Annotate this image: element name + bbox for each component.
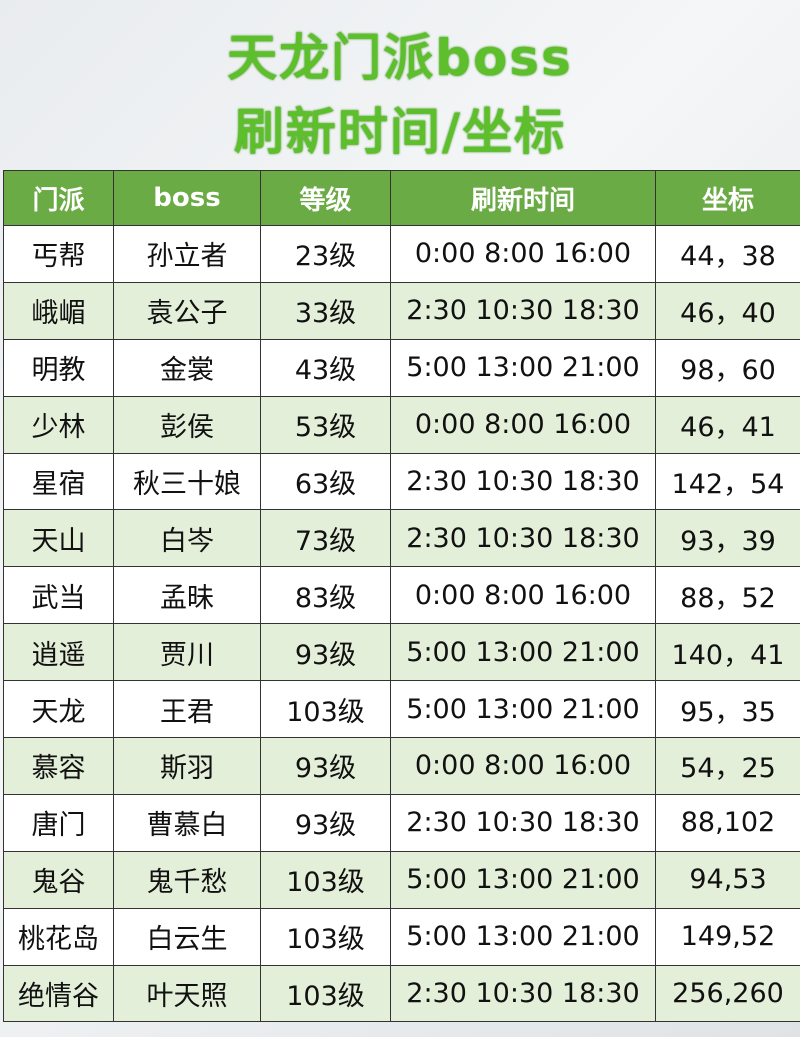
cell-refresh-time: 2:30 10:30 18:30	[390, 793, 656, 852]
cell-coordinates: 93，39	[655, 509, 800, 568]
header-boss: boss	[113, 170, 261, 226]
cell-sect: 星宿	[3, 452, 114, 511]
cell-boss: 金裳	[113, 338, 261, 397]
cell-boss: 白云生	[113, 907, 261, 966]
cell-level: 23级	[260, 225, 391, 283]
cell-sect: 绝情谷	[3, 964, 114, 1023]
cell-boss: 贾川	[113, 623, 261, 682]
table-row: 慕容 斯羽 93级 0:00 8:00 16:00 54，25	[3, 737, 800, 795]
title-line-2: 刷新时间/坐标	[233, 103, 567, 161]
cell-coordinates: 142，54	[655, 452, 800, 511]
cell-level: 103级	[260, 907, 391, 966]
cell-boss: 曹慕白	[113, 793, 261, 852]
cell-sect: 唐门	[3, 793, 114, 852]
cell-sect: 丐帮	[3, 225, 114, 283]
table-row: 唐门 曹慕白 93级 2:30 10:30 18:30 88,102	[3, 793, 800, 852]
cell-refresh-time: 0:00 8:00 16:00	[390, 395, 656, 454]
header-coordinates: 坐标	[655, 170, 800, 226]
cell-level: 93级	[260, 793, 391, 852]
cell-sect: 峨嵋	[3, 281, 114, 340]
cell-coordinates: 46，41	[655, 395, 800, 454]
cell-coordinates: 149,52	[655, 907, 800, 966]
cell-refresh-time: 2:30 10:30 18:30	[390, 964, 656, 1023]
cell-coordinates: 140，41	[655, 623, 800, 682]
cell-refresh-time: 5:00 13:00 21:00	[390, 907, 656, 966]
cell-level: 103级	[260, 680, 391, 739]
boss-table: 门派 boss 等级 刷新时间 坐标 丐帮 孙立者 23级 0:00 8:00 16:00 44…	[3, 170, 800, 1023]
cell-sect: 少林	[3, 395, 114, 454]
cell-boss: 斯羽	[113, 737, 261, 795]
cell-refresh-time: 5:00 13:00 21:00	[390, 680, 656, 739]
cell-coordinates: 95，35	[655, 680, 800, 739]
cell-boss: 王君	[113, 680, 261, 739]
cell-boss: 彭侯	[113, 395, 261, 454]
table-row: 少林 彭侯 53级 0:00 8:00 16:00 46，41	[3, 395, 800, 454]
cell-refresh-time: 2:30 10:30 18:30	[390, 281, 656, 340]
cell-sect: 逍遥	[3, 623, 114, 682]
cell-refresh-time: 0:00 8:00 16:00	[390, 566, 656, 625]
table-row: 鬼谷 鬼千愁 103级 5:00 13:00 21:00 94,53	[3, 850, 800, 909]
table-row: 天山 白岑 73级 2:30 10:30 18:30 93，39	[3, 509, 800, 568]
cell-boss: 叶天照	[113, 964, 261, 1023]
table-row: 天龙 王君 103级 5:00 13:00 21:00 95，35	[3, 680, 800, 739]
cell-boss: 孙立者	[113, 225, 261, 283]
cell-sect: 桃花岛	[3, 907, 114, 966]
table-row: 丐帮 孙立者 23级 0:00 8:00 16:00 44，38	[3, 225, 800, 283]
cell-level: 93级	[260, 737, 391, 795]
cell-coordinates: 98，60	[655, 338, 800, 397]
header-level: 等级	[260, 170, 391, 226]
cell-coordinates: 88,102	[655, 793, 800, 852]
cell-sect: 明教	[3, 338, 114, 397]
cell-coordinates: 94,53	[655, 850, 800, 909]
cell-refresh-time: 2:30 10:30 18:30	[390, 452, 656, 511]
table-row: 星宿 秋三十娘 63级 2:30 10:30 18:30 142，54	[3, 452, 800, 511]
cell-coordinates: 46，40	[655, 281, 800, 340]
header-sect: 门派	[3, 170, 114, 226]
cell-boss: 秋三十娘	[113, 452, 261, 511]
table-row: 武当 孟昧 83级 0:00 8:00 16:00 88，52	[3, 566, 800, 625]
cell-sect: 天龙	[3, 680, 114, 739]
table-row: 峨嵋 袁公子 33级 2:30 10:30 18:30 46，40	[3, 281, 800, 340]
cell-boss: 鬼千愁	[113, 850, 261, 909]
table-row: 逍遥 贾川 93级 5:00 13:00 21:00 140，41	[3, 623, 800, 682]
cell-sect: 慕容	[3, 737, 114, 795]
cell-boss: 袁公子	[113, 281, 261, 340]
table-row: 绝情谷 叶天照 103级 2:30 10:30 18:30 256,260	[3, 964, 800, 1023]
cell-level: 83级	[260, 566, 391, 625]
cell-sect: 鬼谷	[3, 850, 114, 909]
cell-level: 103级	[260, 850, 391, 909]
header-refresh-time: 刷新时间	[390, 170, 656, 226]
title-line-1: 天龙门派boss	[227, 29, 573, 87]
cell-coordinates: 88，52	[655, 566, 800, 625]
cell-level: 63级	[260, 452, 391, 511]
cell-boss: 孟昧	[113, 566, 261, 625]
cell-refresh-time: 2:30 10:30 18:30	[390, 509, 656, 568]
cell-level: 73级	[260, 509, 391, 568]
cell-boss: 白岑	[113, 509, 261, 568]
table-row: 明教 金裳 43级 5:00 13:00 21:00 98，60	[3, 338, 800, 397]
cell-refresh-time: 5:00 13:00 21:00	[390, 338, 656, 397]
cell-coordinates: 44，38	[655, 225, 800, 283]
cell-coordinates: 54，25	[655, 737, 800, 795]
cell-level: 93级	[260, 623, 391, 682]
cell-level: 53级	[260, 395, 391, 454]
cell-coordinates: 256,260	[655, 964, 800, 1023]
table-header-row: 门派 boss 等级 刷新时间 坐标	[3, 170, 800, 226]
cell-refresh-time: 0:00 8:00 16:00	[390, 225, 656, 283]
cell-level: 33级	[260, 281, 391, 340]
cell-refresh-time: 5:00 13:00 21:00	[390, 623, 656, 682]
cell-sect: 天山	[3, 509, 114, 568]
cell-refresh-time: 5:00 13:00 21:00	[390, 850, 656, 909]
cell-level: 43级	[260, 338, 391, 397]
table-row: 桃花岛 白云生 103级 5:00 13:00 21:00 149,52	[3, 907, 800, 966]
cell-level: 103级	[260, 964, 391, 1023]
cell-sect: 武当	[3, 566, 114, 625]
cell-refresh-time: 0:00 8:00 16:00	[390, 737, 656, 795]
